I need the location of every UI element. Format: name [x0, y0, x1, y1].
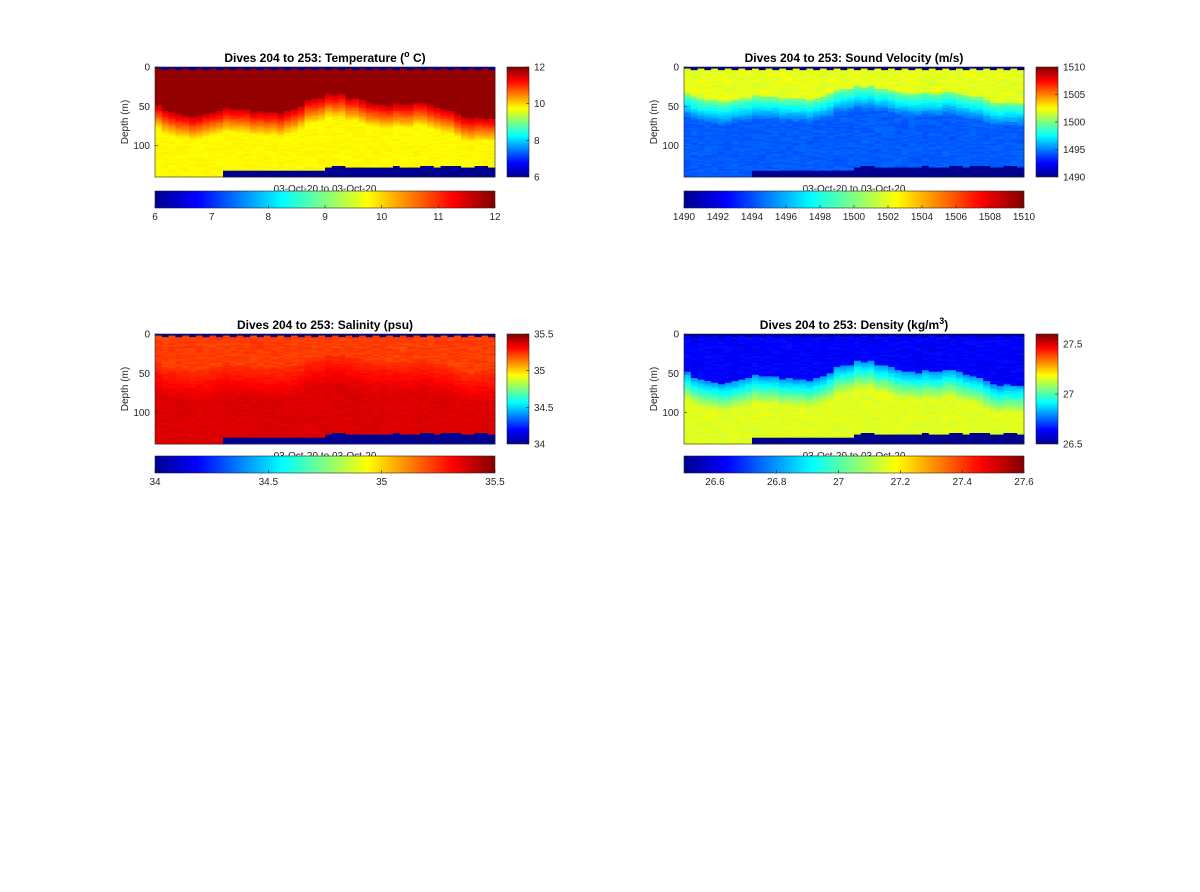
colorbar-tick-label: 26.5 [1063, 440, 1083, 451]
vertical-colorbar: 26.5 27 27.5 [1035, 333, 1083, 451]
x-axis-label: 03-Oct-20 to 03-Oct-20 [803, 184, 906, 195]
y-tick-label: 0 [144, 330, 150, 341]
horizontal-colorbar: 26.6 26.8 27 27.2 27.4 27.6 [683, 455, 1034, 488]
colorbar-tick-label: 12 [534, 63, 546, 74]
chart-title: Dives 204 to 253: Sound Velocity (m/s) [745, 51, 964, 65]
y-tick-label: 100 [133, 408, 150, 419]
y-tick-label: 0 [673, 63, 679, 74]
horizontal-colorbar-tick-label: 27.2 [891, 477, 911, 488]
y-tick-label: 100 [133, 141, 150, 152]
colorbar-tick-label: 8 [534, 136, 540, 147]
horizontal-colorbar-tick-label: 11 [433, 212, 444, 223]
colorbar-tick-label: 1495 [1063, 145, 1086, 156]
y-tick-label: 50 [668, 369, 680, 380]
horizontal-colorbar: 6 7 8 9 10 11 12 [152, 190, 501, 223]
horizontal-colorbar-tick-label: 1498 [809, 212, 832, 223]
colorbar-tick-label: 34.5 [534, 403, 554, 414]
horizontal-colorbar-tick-label: 34.5 [259, 477, 279, 488]
colorbar-tick-label: 1500 [1063, 118, 1086, 129]
colorbar-tick-label: 35 [534, 366, 546, 377]
y-tick-label: 50 [139, 369, 151, 380]
y-tick-label: 0 [673, 330, 679, 341]
colorbar-tick-label: 6 [534, 173, 540, 184]
chart-title: Dives 204 to 253: Salinity (psu) [237, 318, 413, 332]
colorbar-tick-label: 27 [1063, 390, 1075, 401]
colorbar-tick-label: 27.5 [1063, 340, 1083, 351]
horizontal-colorbar-tick-label: 26.6 [705, 477, 725, 488]
colorbar-tick-label: 1505 [1063, 90, 1086, 101]
horizontal-colorbar-tick-label: 27.4 [952, 477, 972, 488]
horizontal-colorbar-tick-label: 1510 [1013, 212, 1036, 223]
horizontal-colorbar-tick-label: 26.8 [767, 477, 787, 488]
heatmap-density [684, 334, 1025, 445]
horizontal-colorbar-tick-label: 35 [376, 477, 388, 488]
axes-box [154, 333, 496, 445]
colorbar-tick-label: 35.5 [534, 330, 554, 341]
horizontal-colorbar-tick-label: 27.6 [1014, 477, 1034, 488]
horizontal-colorbar: 34 34.5 35 35.5 [149, 455, 505, 488]
y-tick-label: 0 [144, 63, 150, 74]
horizontal-colorbar-tick-label: 10 [376, 212, 388, 223]
horizontal-colorbar-tick-label: 1508 [979, 212, 1002, 223]
x-axis-label: 03-Oct-20 to 03-Oct-20 [274, 184, 377, 195]
horizontal-colorbar-tick-label: 12 [489, 212, 501, 223]
vertical-colorbar: 1490 1495 1500 1505 1510 [1035, 63, 1086, 184]
horizontal-colorbar-tick-label: 1492 [707, 212, 730, 223]
horizontal-colorbar-tick-label: 35.5 [485, 477, 505, 488]
y-tick-label: 50 [668, 102, 680, 113]
horizontal-colorbar-tick-label: 1504 [911, 212, 934, 223]
horizontal-colorbar: 1490 1492 1494 1496 1498 1500 1502 1504 1506 1508… [673, 190, 1036, 223]
y-axis-label: Depth (m) [649, 367, 660, 411]
horizontal-colorbar-tick-label: 7 [209, 212, 215, 223]
axes-box [683, 333, 1025, 445]
chart-title: Dives 204 to 253: Temperature (o C) [224, 49, 425, 65]
heatmap-sound_velocity [684, 67, 1025, 178]
horizontal-colorbar-tick-label: 34 [149, 477, 161, 488]
horizontal-colorbar-tick-label: 9 [322, 212, 328, 223]
y-axis-label: Depth (m) [649, 100, 660, 144]
horizontal-colorbar-tick-label: 27 [833, 477, 845, 488]
axes-box [683, 66, 1025, 178]
y-axis-label: Depth (m) [120, 367, 131, 411]
horizontal-colorbar-tick-label: 1490 [673, 212, 696, 223]
y-tick-label: 50 [139, 102, 151, 113]
chart-title: Dives 204 to 253: Density (kg/m3) [760, 316, 948, 332]
horizontal-colorbar-tick-label: 1506 [945, 212, 968, 223]
axes-box [154, 66, 496, 178]
horizontal-colorbar-tick-label: 8 [266, 212, 272, 223]
y-axis-label: Depth (m) [120, 100, 131, 144]
horizontal-colorbar-tick-label: 1500 [843, 212, 866, 223]
horizontal-colorbar-tick-label: 1502 [877, 212, 900, 223]
colorbar-tick-label: 1510 [1063, 63, 1086, 74]
colorbar-tick-label: 34 [534, 440, 546, 451]
horizontal-colorbar-tick-label: 6 [152, 212, 158, 223]
heatmap-salinity [155, 334, 496, 445]
heatmap-temperature [155, 67, 496, 178]
colorbar-tick-label: 1490 [1063, 173, 1086, 184]
horizontal-colorbar-tick-label: 1494 [741, 212, 764, 223]
colorbar-tick-label: 10 [534, 99, 546, 110]
horizontal-colorbar-tick-label: 1496 [775, 212, 798, 223]
y-tick-label: 100 [662, 141, 679, 152]
y-tick-label: 100 [662, 408, 679, 419]
vertical-colorbar: 6 8 10 12 [506, 63, 546, 184]
vertical-colorbar: 34 34.5 35 35.5 [506, 330, 554, 451]
